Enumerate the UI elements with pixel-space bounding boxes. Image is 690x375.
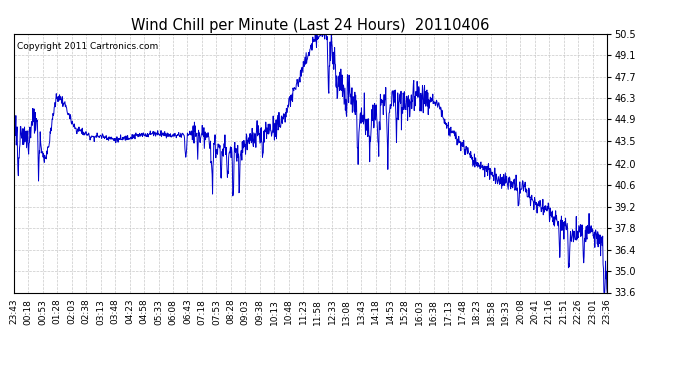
Text: Copyright 2011 Cartronics.com: Copyright 2011 Cartronics.com — [17, 42, 158, 51]
Title: Wind Chill per Minute (Last 24 Hours)  20110406: Wind Chill per Minute (Last 24 Hours) 20… — [131, 18, 490, 33]
